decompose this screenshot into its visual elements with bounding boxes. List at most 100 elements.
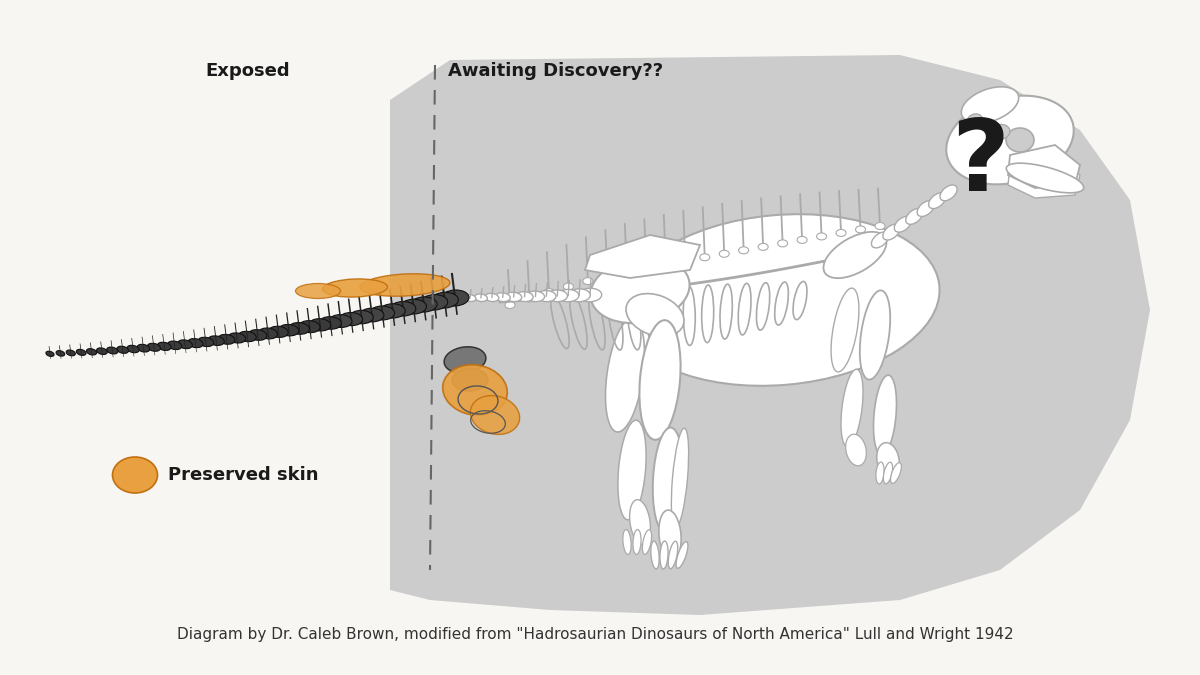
Ellipse shape (536, 290, 556, 302)
Ellipse shape (239, 331, 257, 342)
Ellipse shape (1007, 163, 1084, 193)
Ellipse shape (431, 292, 458, 308)
Ellipse shape (578, 288, 601, 302)
Ellipse shape (218, 334, 235, 344)
Ellipse shape (360, 308, 384, 322)
Ellipse shape (929, 193, 946, 209)
Ellipse shape (622, 268, 632, 275)
Ellipse shape (505, 302, 515, 308)
Ellipse shape (116, 346, 128, 354)
Ellipse shape (496, 293, 510, 302)
Ellipse shape (890, 462, 901, 483)
Ellipse shape (278, 325, 299, 336)
Ellipse shape (485, 294, 499, 302)
Ellipse shape (86, 348, 97, 355)
Ellipse shape (421, 294, 448, 310)
Ellipse shape (564, 283, 574, 290)
Ellipse shape (653, 427, 683, 533)
Ellipse shape (113, 457, 157, 493)
Ellipse shape (452, 369, 488, 391)
Ellipse shape (56, 350, 65, 356)
Ellipse shape (299, 321, 320, 333)
Ellipse shape (590, 256, 690, 323)
Ellipse shape (874, 375, 896, 455)
Ellipse shape (410, 297, 437, 312)
Ellipse shape (66, 350, 76, 356)
Ellipse shape (330, 315, 352, 327)
Text: Preserved skin: Preserved skin (168, 466, 318, 484)
Ellipse shape (1006, 128, 1034, 152)
Ellipse shape (380, 304, 406, 318)
Ellipse shape (832, 288, 859, 372)
Ellipse shape (642, 530, 652, 554)
Ellipse shape (401, 299, 426, 314)
Ellipse shape (620, 214, 940, 386)
Ellipse shape (778, 240, 787, 247)
Ellipse shape (875, 223, 886, 230)
Ellipse shape (157, 342, 172, 350)
Ellipse shape (547, 290, 568, 302)
Ellipse shape (178, 340, 192, 349)
Ellipse shape (632, 529, 641, 554)
Ellipse shape (127, 346, 139, 353)
Ellipse shape (505, 292, 522, 302)
Ellipse shape (442, 290, 469, 306)
Ellipse shape (516, 292, 533, 302)
Ellipse shape (700, 254, 709, 261)
Ellipse shape (660, 541, 668, 569)
Ellipse shape (626, 294, 684, 336)
Ellipse shape (967, 114, 983, 126)
Ellipse shape (323, 279, 388, 297)
Ellipse shape (859, 290, 890, 379)
Ellipse shape (259, 328, 277, 339)
Text: Exposed: Exposed (205, 62, 290, 80)
Ellipse shape (606, 318, 644, 432)
Ellipse shape (961, 87, 1019, 124)
Ellipse shape (990, 124, 1010, 140)
Ellipse shape (77, 350, 86, 356)
Ellipse shape (640, 320, 680, 440)
Text: ?: ? (952, 115, 1009, 212)
Ellipse shape (148, 344, 161, 351)
Ellipse shape (340, 313, 362, 325)
Text: Diagram by Dr. Caleb Brown, modified from "Hadrosaurian Dinosaurs of North Ameri: Diagram by Dr. Caleb Brown, modified fro… (176, 628, 1013, 643)
Ellipse shape (360, 274, 450, 296)
Ellipse shape (544, 288, 554, 296)
Ellipse shape (602, 272, 612, 279)
Ellipse shape (883, 224, 900, 240)
Ellipse shape (295, 284, 341, 298)
Ellipse shape (650, 541, 659, 569)
Ellipse shape (269, 326, 288, 338)
Ellipse shape (877, 443, 899, 477)
Ellipse shape (883, 462, 893, 484)
Ellipse shape (228, 333, 246, 343)
Ellipse shape (719, 250, 730, 257)
Ellipse shape (630, 500, 650, 544)
Ellipse shape (310, 319, 331, 331)
Ellipse shape (739, 247, 749, 254)
Polygon shape (390, 55, 1150, 615)
Ellipse shape (583, 277, 593, 285)
Ellipse shape (248, 329, 266, 340)
Ellipse shape (816, 233, 827, 240)
Ellipse shape (370, 306, 395, 320)
Text: Awaiting Discovery??: Awaiting Discovery?? (448, 62, 664, 80)
Ellipse shape (940, 185, 958, 200)
Ellipse shape (350, 310, 373, 324)
Ellipse shape (758, 244, 768, 250)
Ellipse shape (797, 236, 808, 244)
Ellipse shape (917, 200, 935, 217)
Ellipse shape (46, 351, 54, 356)
Ellipse shape (661, 261, 671, 268)
Ellipse shape (906, 209, 923, 224)
Ellipse shape (443, 364, 508, 415)
Ellipse shape (96, 348, 107, 354)
Ellipse shape (558, 290, 578, 302)
Ellipse shape (319, 317, 341, 329)
Ellipse shape (464, 294, 476, 302)
Ellipse shape (137, 344, 150, 352)
Ellipse shape (659, 510, 682, 560)
Ellipse shape (474, 294, 487, 302)
Polygon shape (1008, 145, 1080, 188)
Ellipse shape (871, 232, 888, 248)
